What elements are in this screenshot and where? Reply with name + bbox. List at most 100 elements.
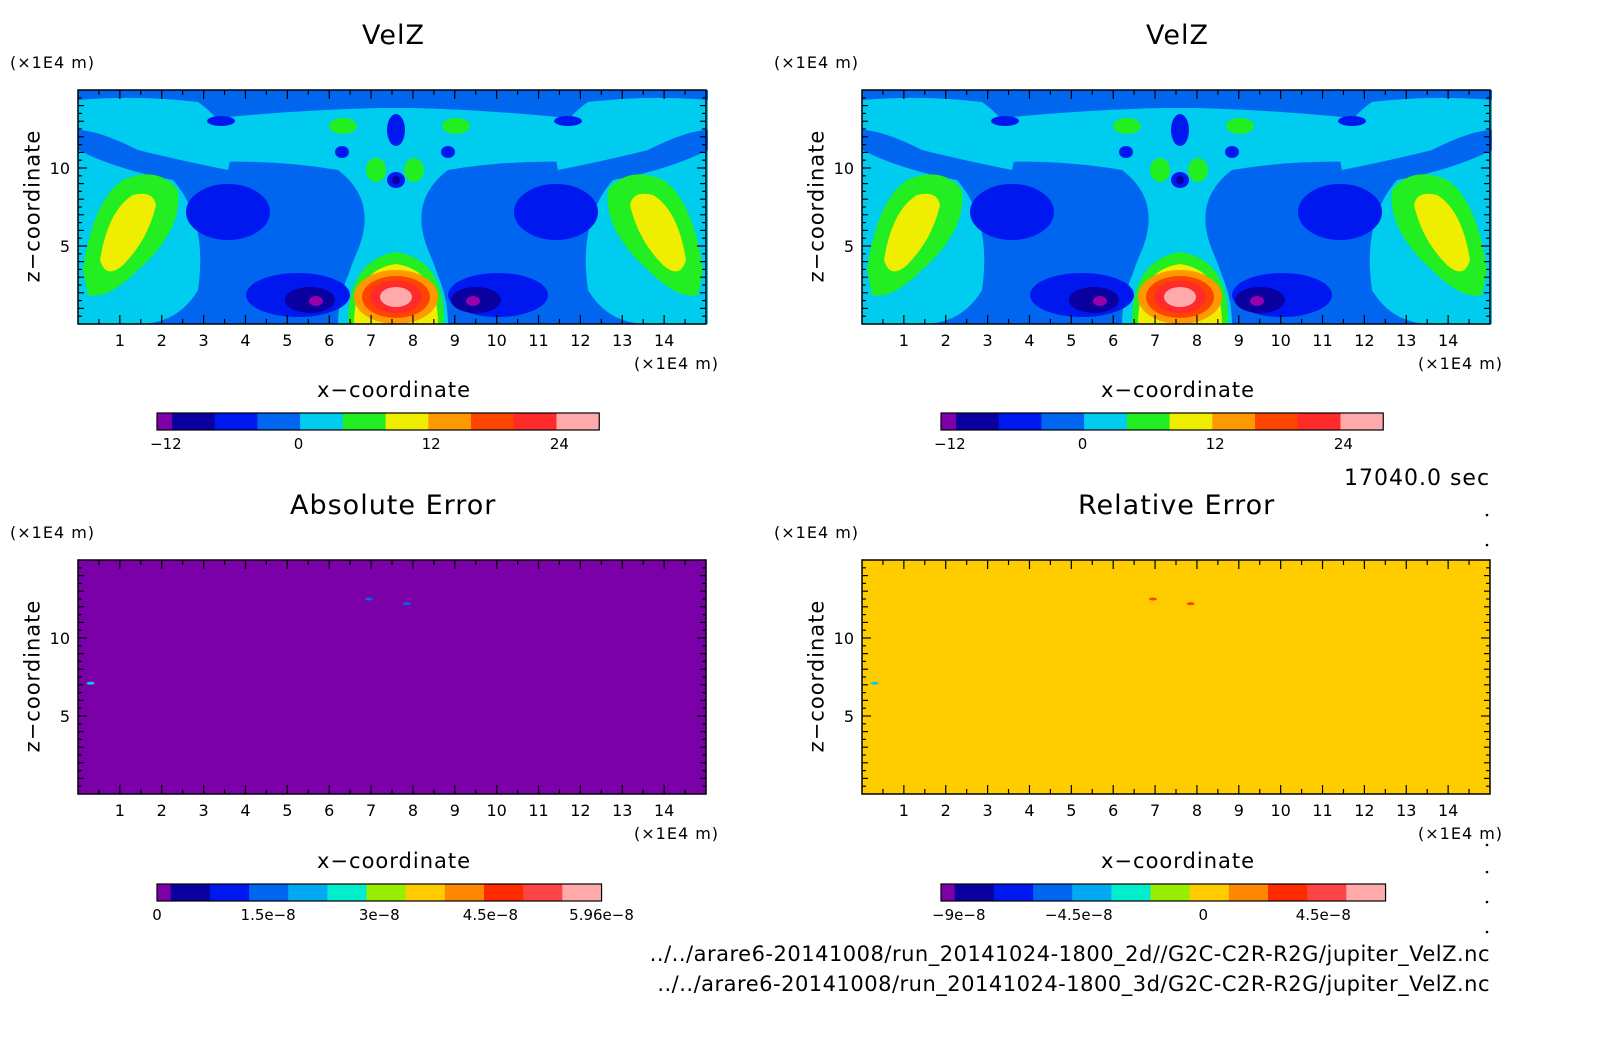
colorbar-segment	[1212, 413, 1256, 430]
file-path-3d: ../../arare6-20141008/run_20141024-1800_…	[657, 972, 1490, 996]
x-tick-label: 12	[570, 801, 590, 820]
x-tick-label: 4	[1024, 331, 1034, 350]
colorbar-segment	[1268, 884, 1308, 901]
colorbar-segment	[257, 413, 301, 430]
x-tick-label: 10	[1270, 801, 1290, 820]
x-tick-label: 14	[654, 331, 674, 350]
velz-field	[862, 90, 1492, 324]
colorbar-segment	[1041, 413, 1085, 430]
colorbar-tick-label: −12	[934, 435, 966, 453]
x-tick-label: 7	[366, 801, 376, 820]
velz-field	[78, 90, 708, 324]
colorbar-segment	[366, 884, 407, 901]
x-tick-label: 11	[528, 331, 548, 350]
colorbar-segment	[1346, 884, 1387, 901]
y-unit-label: (×1E4 m)	[10, 53, 96, 72]
x-tick-label: 9	[1234, 331, 1244, 350]
x-tick-label: 3	[983, 331, 993, 350]
colorbar-segment	[998, 413, 1042, 430]
marker-dot	[1485, 870, 1489, 874]
colorbar-tick-label: −12	[150, 435, 182, 453]
colorbar-segment	[941, 884, 956, 901]
colorbar-segment	[342, 413, 387, 430]
x-axis-label: x−coordinate	[317, 849, 472, 873]
colorbar-segment	[556, 413, 600, 430]
x-tick-label: 11	[1312, 801, 1332, 820]
error-spot	[86, 681, 95, 685]
y-tick-label: 10	[50, 629, 70, 648]
colorbar-segment	[1228, 884, 1269, 901]
x-tick-label: 8	[408, 801, 418, 820]
colorbar-segment	[1297, 413, 1341, 430]
x-axis-label: x−coordinate	[1101, 378, 1256, 402]
colorbar-segment	[444, 884, 485, 901]
x-tick-label: 6	[324, 331, 334, 350]
x-tick-label: 3	[199, 331, 209, 350]
y-tick-label: 10	[834, 629, 854, 648]
panel-title: Relative Error	[1078, 490, 1276, 521]
colorbar-segment	[993, 884, 1034, 901]
error-field	[862, 560, 1490, 794]
colorbar-segment	[1340, 413, 1384, 430]
colorbar-segment	[941, 413, 957, 430]
x-tick-label: 2	[941, 801, 951, 820]
colorbar-segment	[562, 884, 603, 901]
colorbar-segment	[471, 413, 515, 430]
colorbar-segment	[1189, 884, 1230, 901]
x-unit-label: (×1E4 m)	[634, 354, 720, 373]
colorbar-segment	[1307, 884, 1347, 901]
x-tick-label: 9	[450, 331, 460, 350]
colorbar-segment	[523, 884, 563, 901]
colorbar-tick-label: 12	[422, 435, 441, 453]
colorbar-tick-label: 4.5e−8	[463, 906, 518, 924]
colorbar-tick-label: 3e−8	[359, 906, 400, 924]
colorbar-segment	[1126, 413, 1171, 430]
y-tick-label: 5	[844, 237, 854, 256]
colorbar-segment	[300, 413, 344, 430]
colorbar-tick-label: 24	[1334, 435, 1353, 453]
colorbar-tick-label: 0	[152, 906, 162, 924]
colorbar-segment	[1150, 884, 1191, 901]
colorbar-segment	[209, 884, 250, 901]
colorbar-segment	[954, 884, 995, 901]
colorbar-segment	[1072, 884, 1112, 901]
x-unit-label: (×1E4 m)	[1418, 824, 1504, 843]
x-tick-label: 5	[1066, 801, 1076, 820]
x-tick-label: 4	[1024, 801, 1034, 820]
x-tick-label: 12	[1354, 801, 1374, 820]
x-tick-label: 11	[528, 801, 548, 820]
colorbar-frame	[940, 883, 1387, 902]
colorbar-tick-label: 0	[1078, 435, 1088, 453]
colorbar-frame	[156, 883, 603, 902]
x-tick-label: 8	[1192, 331, 1202, 350]
x-tick-label: 6	[1108, 331, 1118, 350]
x-tick-label: 6	[324, 801, 334, 820]
x-tick-label: 5	[1066, 331, 1076, 350]
colorbar-frame	[156, 412, 600, 431]
x-tick-label: 3	[983, 801, 993, 820]
x-unit-label: (×1E4 m)	[1418, 354, 1504, 373]
x-tick-label: 13	[1396, 331, 1416, 350]
error-spot	[1148, 597, 1157, 601]
x-tick-label: 4	[240, 801, 250, 820]
x-tick-label: 14	[1438, 331, 1458, 350]
x-tick-label: 11	[1312, 331, 1332, 350]
x-tick-label: 1	[115, 331, 125, 350]
colorbar-segment	[1033, 884, 1073, 901]
x-tick-label: 14	[1438, 801, 1458, 820]
x-tick-label: 1	[115, 801, 125, 820]
marker-dot	[1485, 543, 1489, 547]
x-tick-label: 9	[450, 801, 460, 820]
colorbar-tick-label: 0	[294, 435, 304, 453]
y-unit-label: (×1E4 m)	[10, 523, 96, 542]
x-tick-label: 8	[1192, 801, 1202, 820]
colorbar-segment	[1255, 413, 1299, 430]
marker-dot	[1485, 513, 1489, 517]
colorbar-tick-label: 4.5e−8	[1296, 906, 1351, 924]
x-tick-label: 5	[282, 331, 292, 350]
x-tick-label: 5	[282, 801, 292, 820]
